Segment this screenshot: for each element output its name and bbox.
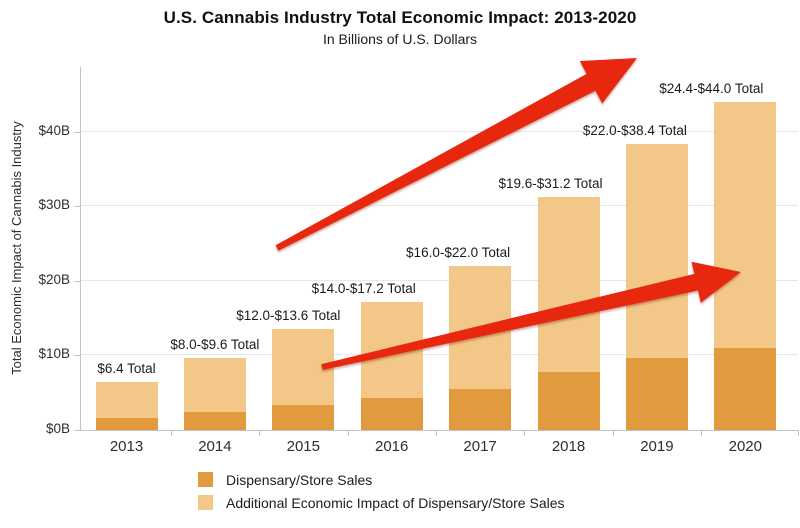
x-axis-label-2018: 2018 <box>551 438 586 455</box>
x-tick-mark <box>524 430 526 436</box>
legend-item-dispensary-sales: Dispensary/Store Sales <box>198 468 565 491</box>
chart-subtitle: In Billions of U.S. Dollars <box>322 31 478 47</box>
bar-segment-additional-2013 <box>95 382 158 419</box>
x-axis-label-2017: 2017 <box>463 438 497 455</box>
y-tick-label: $0B <box>45 421 70 436</box>
chart-title: U.S. Cannabis Industry Total Economic Im… <box>163 8 637 27</box>
bar-segment-additional-2019 <box>625 143 688 359</box>
x-tick-mark <box>347 430 349 436</box>
bar-segment-dispensary-2020 <box>714 348 777 430</box>
x-axis-label-2013: 2013 <box>109 438 144 455</box>
gridline-40 <box>81 130 798 132</box>
bar-segment-additional-2014 <box>183 358 246 413</box>
bar-segment-dispensary-2019 <box>625 358 688 430</box>
gridline-20 <box>81 279 798 281</box>
bar-segment-additional-2020 <box>714 102 777 349</box>
y-tick-label: $20B <box>38 271 70 287</box>
y-tick-label: $40B <box>38 122 70 138</box>
bar-total-label-2014: $8.0-$9.6 Total <box>170 337 260 353</box>
legend-swatch-icon <box>198 472 213 487</box>
x-tick-mark <box>170 430 172 436</box>
x-axis-label-2015: 2015 <box>286 438 320 455</box>
x-axis-label-2016: 2016 <box>375 438 409 455</box>
bar-total-label-2016: $14.0-$17.2 Total <box>311 280 416 296</box>
legend-label: Additional Economic Impact of Dispensary… <box>226 494 565 511</box>
x-tick-mark <box>612 430 614 436</box>
bar-2013 <box>95 382 158 430</box>
x-axis-label-2019: 2019 <box>640 438 674 455</box>
bar-total-label-2018: $19.6-$31.2 Total <box>498 176 603 192</box>
bar-segment-dispensary-2017 <box>449 389 512 430</box>
gridline-30 <box>81 205 798 207</box>
y-tick-label: $30B <box>38 197 70 213</box>
x-tick-mark <box>701 430 703 436</box>
legend-swatch-icon <box>198 495 213 510</box>
y-tick-label: $10B <box>38 346 70 362</box>
bar-total-label-2019: $22.0-$38.4 Total <box>582 122 687 138</box>
bar-segment-additional-2017 <box>449 266 512 390</box>
bar-segment-additional-2018 <box>537 197 600 372</box>
bar-2020 <box>714 102 777 430</box>
y-tick-mark <box>74 280 80 282</box>
legend-item-additional-impact: Additional Economic Impact of Dispensary… <box>198 491 565 514</box>
bar-total-label-2017: $16.0-$22.0 Total <box>406 245 511 261</box>
bar-segment-additional-2016 <box>360 301 423 398</box>
legend-label: Dispensary/Store Sales <box>226 471 373 488</box>
bar-segment-dispensary-2018 <box>537 371 600 430</box>
bar-2017 <box>449 266 512 430</box>
x-axis-label-2020: 2020 <box>728 438 762 455</box>
bar-total-label-2013: $6.4 Total <box>97 361 156 377</box>
plot-area: $6.4 Total 2013 $8.0-$9.6 Total 2014 $12.0-$… <box>80 67 799 455</box>
bar-2015 <box>272 328 335 430</box>
bar-2014 <box>183 358 246 430</box>
legend: Dispensary/Store Sales Additional Economi… <box>198 468 565 514</box>
bar-2018 <box>537 197 600 430</box>
x-tick-mark <box>259 430 261 436</box>
y-tick-mark <box>74 355 80 357</box>
bar-2019 <box>625 143 688 430</box>
bar-total-label-2020: $24.4-$44.0 Total <box>659 81 764 97</box>
gridline-10 <box>81 354 798 356</box>
bar-segment-dispensary-2013 <box>95 418 158 430</box>
bar-segment-dispensary-2015 <box>272 404 335 430</box>
bar-2016 <box>360 301 423 430</box>
bar-segment-dispensary-2016 <box>360 397 423 430</box>
y-tick-mark <box>74 430 80 431</box>
x-axis-label-2014: 2014 <box>198 438 232 455</box>
y-tick-mark <box>74 206 80 208</box>
y-tick-mark <box>74 131 80 133</box>
bar-total-label-2015: $12.0-$13.6 Total <box>236 307 341 323</box>
x-tick-mark <box>435 430 437 436</box>
bar-segment-additional-2015 <box>272 328 335 405</box>
bar-segment-dispensary-2014 <box>183 412 246 430</box>
x-tick-mark <box>798 430 799 436</box>
